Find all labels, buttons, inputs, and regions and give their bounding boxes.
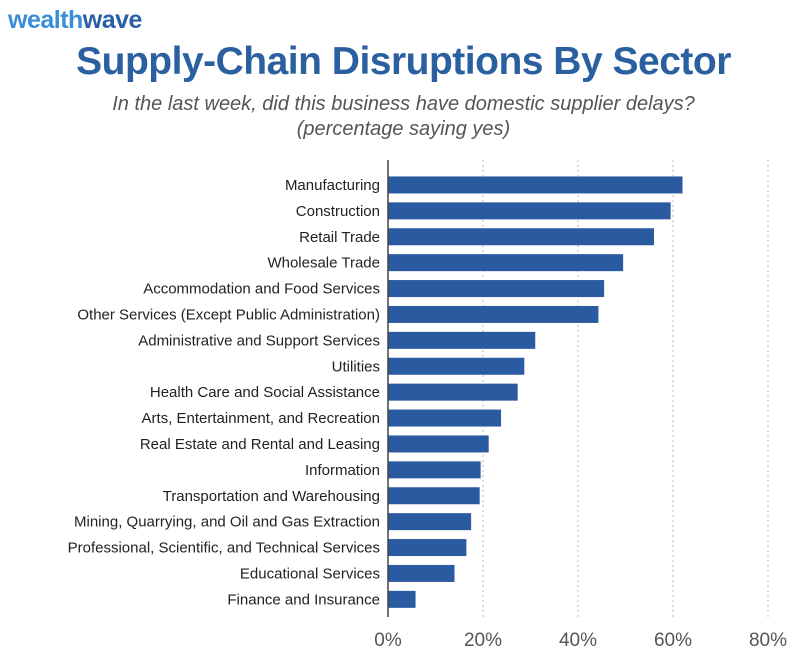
- bar: [388, 357, 525, 375]
- category-label: Educational Services: [240, 565, 380, 582]
- bar: [388, 331, 536, 349]
- bar: [388, 590, 416, 608]
- bar: [388, 487, 480, 505]
- category-label: Administrative and Support Services: [138, 332, 380, 349]
- brand-part-2: wave: [82, 6, 143, 34]
- category-label: Transportation and Warehousing: [163, 488, 380, 505]
- category-label: Professional, Scientific, and Technical …: [68, 540, 380, 557]
- bar: [388, 176, 683, 194]
- category-label: Health Care and Social Assistance: [150, 384, 380, 401]
- category-label: Manufacturing: [285, 177, 380, 194]
- x-tick-label: 40%: [559, 630, 597, 651]
- bar: [388, 409, 502, 427]
- category-label: Utilities: [332, 358, 380, 375]
- category-label: Other Services (Except Public Administra…: [77, 306, 380, 323]
- category-label: Mining, Quarrying, and Oil and Gas Extra…: [74, 514, 380, 531]
- x-tick-label: 80%: [749, 630, 787, 651]
- brand-part-1: wealth: [8, 6, 83, 34]
- category-label: Construction: [296, 203, 380, 220]
- bar: [388, 539, 467, 557]
- subtitle-line-2: (percentage saying yes): [296, 118, 511, 140]
- bar: [388, 202, 671, 220]
- category-label: Retail Trade: [299, 229, 380, 246]
- category-label: Arts, Entertainment, and Recreation: [142, 410, 380, 427]
- brand-logo: wealthwave: [8, 6, 142, 35]
- bar: [388, 254, 624, 272]
- x-tick-label: 20%: [464, 630, 502, 651]
- category-label: Real Estate and Rental and Leasing: [140, 436, 380, 453]
- bar: [388, 564, 455, 582]
- bar: [388, 513, 472, 531]
- category-label: Wholesale Trade: [267, 255, 380, 272]
- bar: [388, 280, 605, 298]
- chart-title: Supply-Chain Disruptions By Sector: [76, 40, 731, 83]
- bar: [388, 435, 489, 453]
- category-label: Information: [305, 462, 380, 479]
- bar: [388, 461, 481, 479]
- category-label: Finance and Insurance: [227, 591, 380, 608]
- bar: [388, 305, 599, 323]
- x-tick-label: 60%: [654, 630, 692, 651]
- bar: [388, 383, 518, 401]
- chart-subtitle: In the last week, did this business have…: [0, 92, 807, 142]
- subtitle-line-1: In the last week, did this business have…: [112, 93, 695, 115]
- x-tick-label: 0%: [374, 630, 402, 651]
- category-label: Accommodation and Food Services: [143, 281, 380, 298]
- bar: [388, 228, 654, 246]
